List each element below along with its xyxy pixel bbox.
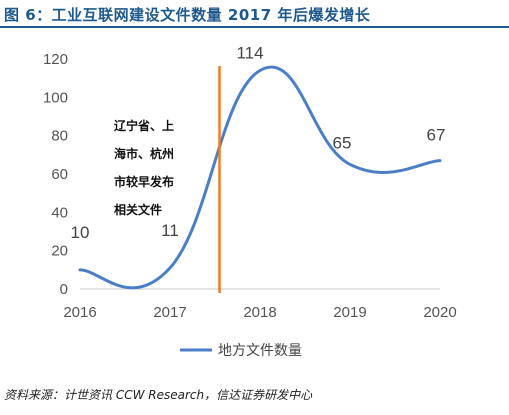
x-tick-label: 2017 [153, 304, 186, 321]
y-tick-label: 20 [51, 243, 68, 260]
y-tick-label: 120 [43, 51, 68, 68]
annotation-line-1: 辽宁省、上 [114, 119, 175, 133]
y-tick-label: 0 [60, 281, 68, 298]
x-tick-label: 2016 [63, 304, 96, 321]
x-tick-label: 2020 [423, 304, 456, 321]
x-tick-label: 2018 [243, 304, 276, 321]
y-tick-label: 80 [51, 128, 68, 145]
chart-annotation: 辽宁省、上 海市、杭州 市较早发布 相关文件 [114, 112, 224, 224]
series-line-地方文件数量 [78, 65, 442, 290]
annotation-line-4: 相关文件 [114, 203, 163, 217]
annotation-line-3: 市较早发布 [114, 175, 175, 189]
data-label: 114 [236, 44, 263, 63]
source-note: 资料来源：计世资讯 CCW Research，信达证券研发中心 [4, 388, 313, 402]
annotation-line-2: 海市、杭州 [114, 147, 175, 161]
y-tick-label: 40 [51, 204, 68, 221]
data-label: 11 [161, 221, 179, 240]
y-tick-label: 100 [43, 89, 68, 106]
y-tick-label: 60 [51, 166, 68, 183]
data-label: 65 [333, 133, 352, 152]
title-underline [0, 26, 509, 28]
chart-title: 图 6：工业互联网建设文件数量 2017 年后爆发增长 [4, 6, 371, 24]
data-label: 67 [427, 126, 446, 145]
legend-label: 地方文件数量 [218, 343, 302, 359]
data-label: 10 [71, 223, 90, 242]
x-tick-label: 2019 [333, 304, 366, 321]
